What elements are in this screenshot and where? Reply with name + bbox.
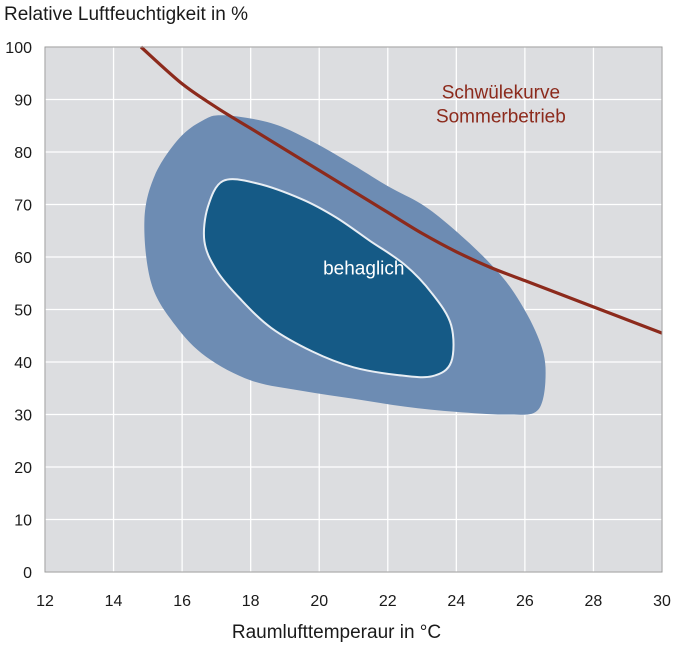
y-tick-label: 60 [14, 250, 32, 267]
y-axis-ticks: 0 10 20 30 40 50 60 70 80 90 100 [5, 40, 32, 582]
y-axis-title: Relative Luftfeuchtigkeit in % [4, 4, 248, 25]
schwuele-curve-label-line1: Schwülekurve [442, 83, 560, 104]
y-tick-label: 30 [14, 408, 32, 425]
x-tick-label: 14 [105, 593, 123, 610]
x-tick-label: 26 [516, 593, 534, 610]
x-axis-title: Raumlufttemperaur in °C [231, 622, 442, 643]
schwuele-curve [139, 45, 663, 335]
comfort-zone-label: behaglich [323, 259, 404, 280]
plot-frame [44, 46, 663, 573]
comfort-zone-inner [202, 178, 455, 379]
y-tick-label: 70 [14, 198, 32, 215]
y-tick-label: 0 [23, 565, 32, 582]
x-tick-label: 12 [36, 593, 54, 610]
y-tick-label: 80 [14, 145, 32, 162]
y-tick-label: 100 [5, 40, 32, 57]
x-tick-label: 24 [447, 593, 465, 610]
y-tick-label: 10 [14, 513, 32, 530]
x-tick-label: 18 [242, 593, 260, 610]
y-tick-label: 90 [14, 93, 32, 110]
x-axis-ticks: 12 14 16 18 20 22 24 26 28 30 [36, 593, 671, 610]
x-tick-label: 30 [653, 593, 671, 610]
x-tick-label: 20 [310, 593, 328, 610]
x-tick-label: 28 [585, 593, 603, 610]
y-tick-label: 20 [14, 460, 32, 477]
y-tick-label: 40 [14, 355, 32, 372]
x-tick-label: 16 [173, 593, 191, 610]
schwuele-curve-label-line2: Sommerbetrieb [436, 106, 566, 127]
y-tick-label: 50 [14, 303, 32, 320]
x-tick-label: 22 [379, 593, 397, 610]
